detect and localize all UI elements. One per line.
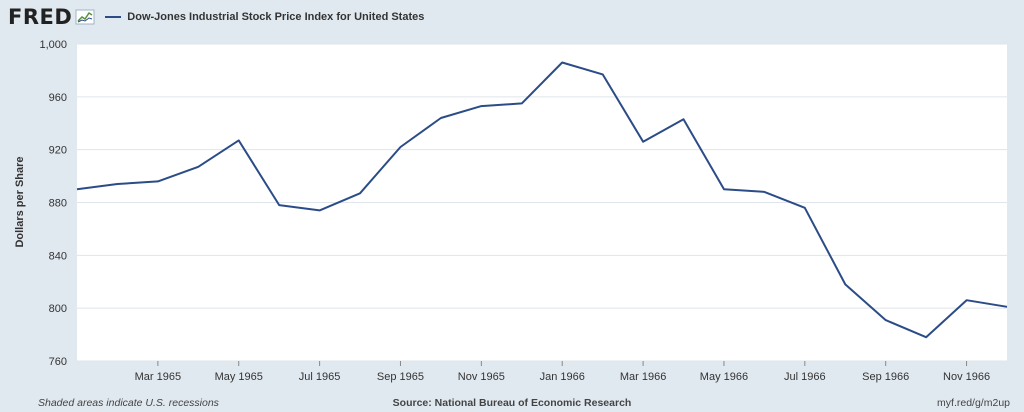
y-tick-label: 800 [49, 303, 67, 315]
fred-chart-icon [75, 9, 95, 25]
x-tick-label: May 1965 [215, 371, 263, 383]
legend-label: Dow-Jones Industrial Stock Price Index f… [127, 11, 425, 23]
x-tick-label: Sep 1966 [862, 371, 909, 383]
data-point[interactable] [397, 144, 403, 150]
data-point[interactable] [964, 297, 970, 303]
data-point[interactable] [600, 71, 606, 77]
short-url-link[interactable]: myf.red/g/m2up [937, 397, 1010, 409]
x-tick-label: Nov 1966 [943, 371, 990, 383]
data-point[interactable] [195, 164, 201, 170]
data-point[interactable] [155, 178, 161, 184]
x-tick-label: May 1966 [700, 371, 748, 383]
recession-note: Shaded areas indicate U.S. recessions [38, 397, 219, 409]
data-point[interactable] [559, 59, 565, 65]
data-point[interactable] [74, 186, 80, 192]
legend-swatch [105, 16, 122, 18]
data-point[interactable] [357, 190, 363, 196]
data-point[interactable] [640, 139, 646, 145]
data-point[interactable] [1004, 304, 1010, 310]
x-tick-label: Jul 1966 [784, 371, 826, 383]
data-point[interactable] [438, 115, 444, 121]
x-axis: Mar 1965 May 1965 Jul 1965 Sep 1965 Nov 1965… [135, 361, 990, 383]
data-point[interactable] [802, 205, 808, 211]
data-point[interactable] [276, 202, 282, 208]
y-tick-label: 760 [49, 356, 67, 368]
data-point[interactable] [923, 334, 929, 340]
data-point[interactable] [317, 207, 323, 213]
x-tick-label: Jan 1966 [540, 371, 585, 383]
y-tick-label: 880 [49, 198, 67, 210]
data-point[interactable] [842, 281, 848, 287]
data-point[interactable] [478, 103, 484, 109]
legend: Dow-Jones Industrial Stock Price Index f… [105, 11, 424, 23]
fred-logo[interactable]: FRED [8, 5, 73, 29]
data-point[interactable] [681, 116, 687, 122]
chart-header: FRED Dow-Jones Industrial Stock Price In… [8, 5, 424, 29]
data-point[interactable] [721, 186, 727, 192]
data-point[interactable] [761, 189, 767, 195]
data-point[interactable] [519, 100, 525, 106]
x-tick-label: Mar 1965 [135, 371, 181, 383]
y-tick-label: 840 [49, 250, 67, 262]
series-line [76, 61, 1008, 339]
x-tick-label: Nov 1965 [458, 371, 505, 383]
y-tick-label: 960 [49, 92, 67, 104]
data-point[interactable] [114, 181, 120, 187]
x-tick-label: Sep 1965 [377, 371, 424, 383]
x-tick-label: Mar 1966 [620, 371, 666, 383]
y-axis-label: Dollars per Share [14, 156, 26, 247]
data-point[interactable] [883, 317, 889, 323]
y-tick-label: 920 [49, 145, 67, 157]
y-tick-label: 1,000 [39, 39, 67, 51]
x-tick-label: Jul 1965 [299, 371, 341, 383]
data-point[interactable] [236, 137, 242, 143]
y-axis: 760 800 840 880 920 960 1,000 [39, 39, 67, 368]
source-note: Source: National Bureau of Economic Rese… [392, 397, 632, 409]
grid [77, 43, 1007, 362]
